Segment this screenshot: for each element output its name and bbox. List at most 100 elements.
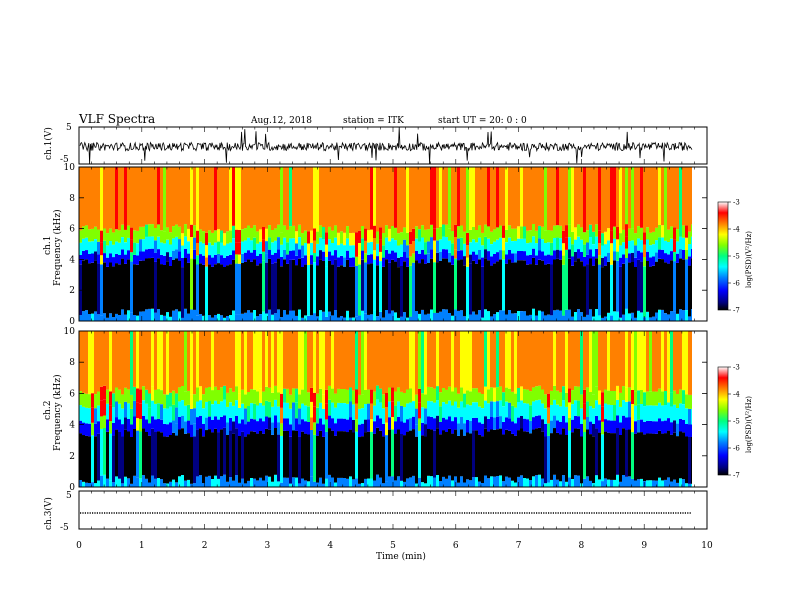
spectrogram-cell [472,417,475,431]
spectrogram-cell [424,167,427,230]
spectrogram-cell [94,260,97,312]
spectrogram-cell [250,252,253,262]
spectrogram-cell [634,421,637,434]
spectrogram-cell [481,317,484,321]
spectrogram-cell [688,331,691,395]
spectrogram-cell [148,308,151,321]
spectrogram-cell [283,331,286,389]
spectrogram-cell [529,254,532,264]
spectrogram-cell [526,389,529,404]
spectrogram-cell [244,424,247,437]
spectrogram-cell [106,267,109,318]
spectrogram-cell [115,417,118,430]
spectrogram-cell [331,402,334,419]
spectrogram-cell [601,317,604,321]
spectrogram-cell [679,224,682,237]
spectrogram-cell [604,403,607,420]
spectrogram-cell [97,433,100,481]
spectrogram-cell [403,393,406,407]
spectrogram-cell [127,310,130,321]
spectrogram-cell [130,424,133,437]
spectrogram-cell [295,231,298,244]
spectrogram-cell [340,167,343,232]
spectrogram-cell [337,331,340,389]
spectrogram-cell [367,431,370,479]
spectrogram-cell [91,262,94,314]
spectrogram-cell [208,167,211,231]
spectrogram-cell [595,400,598,416]
spectrogram-cell [562,386,565,401]
spectrogram-cell [229,264,232,315]
spectrogram-cell [514,407,517,424]
spectrogram-cell [307,243,310,256]
spectrogram-cell [577,224,580,237]
spectrogram-cell [421,422,424,436]
spectrogram-cell [130,408,133,425]
spectrogram-cell [484,167,487,225]
spectrogram-cell [106,419,109,432]
spectrogram-cell [583,232,586,245]
spectrogram-cell [151,308,154,321]
spectrogram-cell [295,315,298,321]
spectrogram-cell [268,225,271,238]
spectrogram-cell [679,167,682,225]
spectrogram-cell [514,167,517,229]
spectrogram-cell [319,331,322,389]
spectrogram-cell [406,232,409,246]
spectrogram-cell [229,430,232,478]
spectrogram-cell [421,225,424,238]
spectrogram-cell [370,478,373,487]
spectrogram-cell [169,244,172,257]
spectrogram-cell [208,416,211,430]
spectrogram-cell [166,239,169,253]
spectrogram-cell [400,256,403,266]
spectrogram-cell [361,331,364,395]
spectrogram-cell [268,309,271,321]
colorbar-tick-label: -5 [733,418,740,426]
spectrogram-cell [322,436,325,484]
spectrogram-cell [562,428,565,476]
spectrogram-cell [331,315,334,321]
spectrogram-cell [628,167,631,229]
spectrogram-cell [277,434,280,482]
spectrogram-cell [430,401,433,417]
spectrogram-cell [520,416,523,429]
spectrogram-cell [283,259,286,311]
spectrogram-cell [625,224,628,237]
spectrogram-cell [484,258,487,310]
spectrogram-cell [148,167,151,225]
spectrogram-cell [376,243,379,257]
spectrogram-cell [631,228,634,241]
spectrogram-cell [448,252,451,263]
spectrogram-cell [586,387,589,402]
spectrogram-cell [256,265,259,317]
spectrogram-cell [211,266,214,318]
spectrogram-cell [100,315,103,321]
spectrogram-cell [379,239,382,252]
spectrogram-cell [106,167,109,234]
spectrogram-cell [250,389,253,404]
spectrogram-cell [685,483,688,487]
spectrogram-cell [649,167,652,233]
spectrogram-cell [238,423,241,436]
spectrogram-cell [379,312,382,321]
spectrogram-cell [631,312,634,321]
spectrogram-cell [520,167,523,227]
spectrogram-cell [406,419,409,432]
spectrogram-cell [676,394,679,408]
spectrogram-cell [376,399,379,416]
spectrogram-cell [100,475,103,487]
spectrogram-cell [553,259,556,311]
spectrogram-cell [265,331,268,387]
spectrogram-cell [166,408,169,425]
spectrogram-cell [136,430,139,478]
spectrogram-cell [595,224,598,237]
spectrogram-cell [334,482,337,487]
spectrogram-cell [280,244,283,257]
spectrogram-cell [418,418,421,431]
spectrogram-cell [199,263,202,315]
spectrogram-cell [499,167,502,226]
spectrogram-cell [496,239,499,253]
spectrogram-cell [598,264,601,316]
spectrogram-cell [232,405,235,422]
